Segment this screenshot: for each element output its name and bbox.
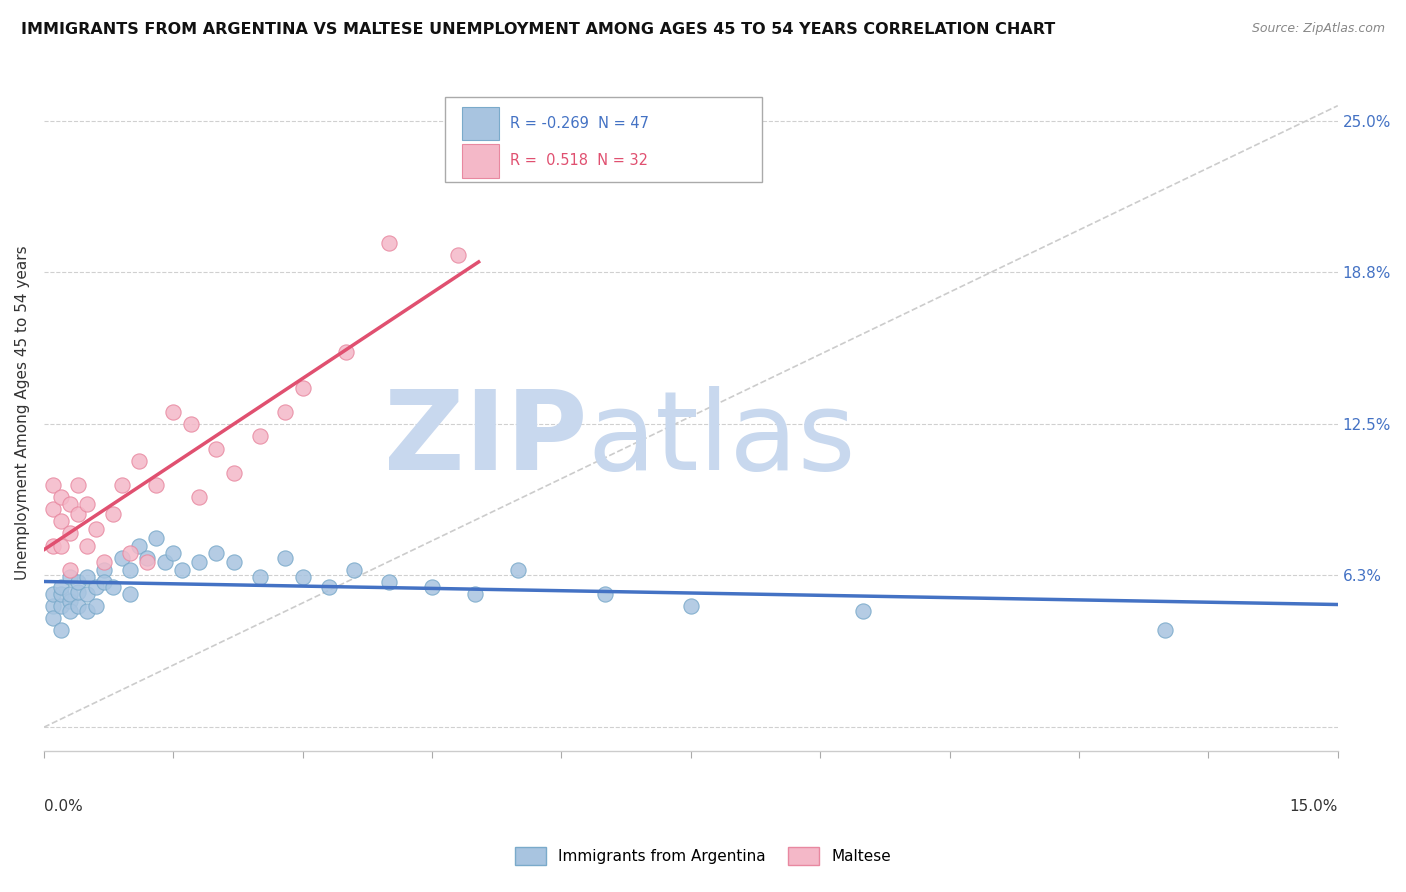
Point [291,381,314,395]
Point [343,563,366,577]
Text: Source: ZipAtlas.com: Source: ZipAtlas.com [1251,22,1385,36]
Point [49,599,72,613]
Point [205,442,228,456]
Point [49,624,72,638]
Point [67,507,90,521]
Point [49,539,72,553]
Point [464,587,486,601]
Text: IMMIGRANTS FROM ARGENTINA VS MALTESE UNEMPLOYMENT AMONG AGES 45 TO 54 YEARS CORR: IMMIGRANTS FROM ARGENTINA VS MALTESE UNE… [21,22,1056,37]
Point [335,344,357,359]
Point [59,594,82,608]
Point [59,570,82,584]
Point [291,570,314,584]
Point [249,570,271,584]
Text: atlas: atlas [588,386,856,493]
Point [136,556,159,570]
Point [59,563,82,577]
Point [170,563,193,577]
Point [84,599,107,613]
Point [128,453,150,467]
Point [59,526,82,541]
Point [188,556,211,570]
Point [76,497,98,511]
Point [76,587,98,601]
Point [93,574,115,589]
Point [852,604,875,618]
Point [49,490,72,504]
Point [59,587,82,601]
Point [49,587,72,601]
Point [49,514,72,528]
Point [84,580,107,594]
Point [110,478,132,492]
Point [76,604,98,618]
FancyBboxPatch shape [444,96,762,182]
Point [274,550,297,565]
Point [120,587,142,601]
Text: R =  0.518  N = 32: R = 0.518 N = 32 [510,153,648,169]
Point [41,478,63,492]
Point [222,466,245,480]
Point [162,405,184,419]
Point [84,522,107,536]
Point [593,587,616,601]
Point [110,550,132,565]
Point [67,574,90,589]
Point [67,478,90,492]
Point [128,539,150,553]
Point [41,502,63,516]
Point [188,490,211,504]
Point [378,235,401,250]
Text: 0.0%: 0.0% [44,799,83,814]
Point [59,604,82,618]
Point [222,556,245,570]
Point [1154,624,1177,638]
Y-axis label: Unemployment Among Ages 45 to 54 years: Unemployment Among Ages 45 to 54 years [15,245,30,580]
Point [120,563,142,577]
Point [145,478,167,492]
Point [162,546,184,560]
Text: R = -0.269  N = 47: R = -0.269 N = 47 [510,116,648,131]
Point [679,599,702,613]
Point [41,539,63,553]
Point [378,574,401,589]
Point [120,546,142,560]
Point [420,580,443,594]
Point [180,417,202,432]
Point [76,570,98,584]
Point [101,580,124,594]
Point [76,539,98,553]
Point [93,556,115,570]
Point [318,580,340,594]
Point [136,550,159,565]
Point [41,587,63,601]
Point [153,556,176,570]
FancyBboxPatch shape [461,145,499,178]
Point [145,531,167,545]
Legend: Immigrants from Argentina, Maltese: Immigrants from Argentina, Maltese [509,841,897,871]
Point [67,599,90,613]
Point [249,429,271,443]
Point [101,507,124,521]
Point [447,248,470,262]
Text: ZIP: ZIP [384,386,588,493]
Point [41,611,63,625]
Point [93,563,115,577]
Point [59,497,82,511]
Point [67,584,90,599]
Text: 15.0%: 15.0% [1289,799,1337,814]
FancyBboxPatch shape [461,107,499,140]
Point [41,599,63,613]
Point [49,580,72,594]
Point [205,546,228,560]
Point [274,405,297,419]
Point [508,563,530,577]
